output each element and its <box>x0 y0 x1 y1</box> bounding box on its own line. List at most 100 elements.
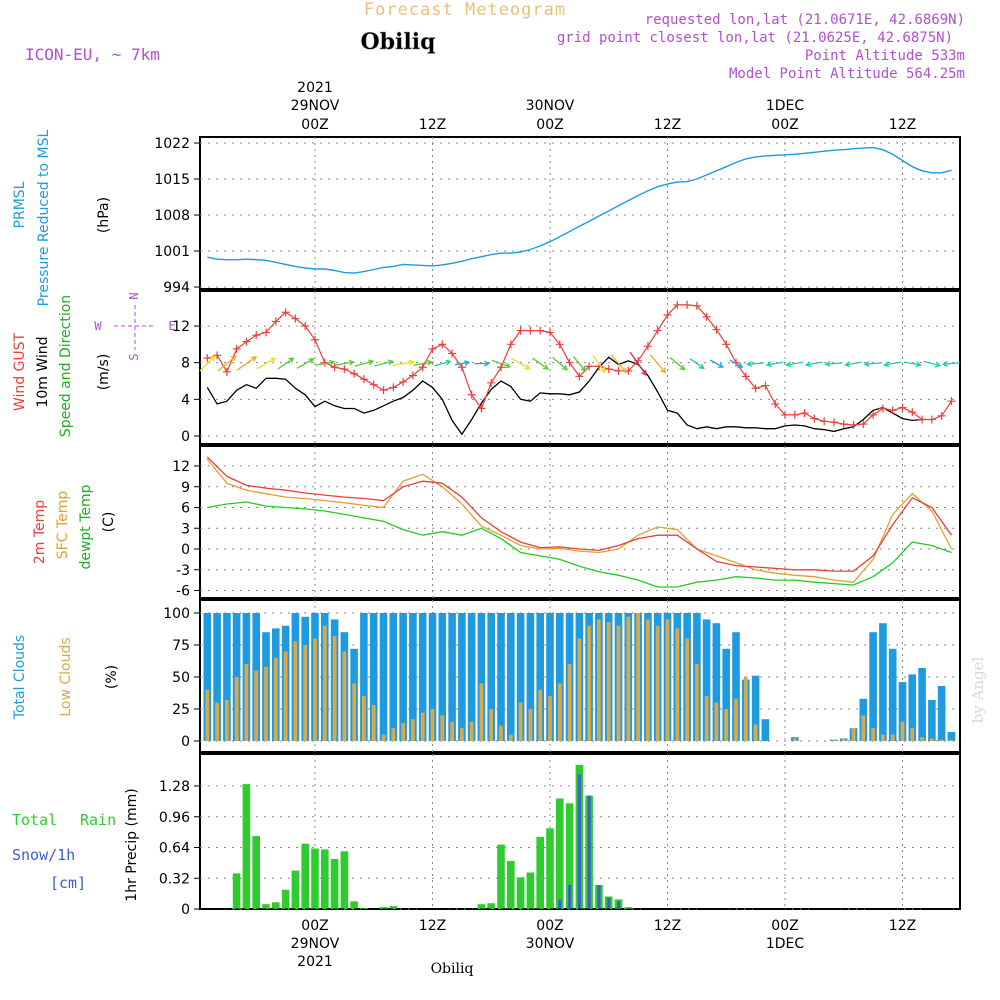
rain-bar <box>565 803 574 909</box>
header: Forecast Meteogram Obiliq ICON-EU, ~ 7km… <box>25 0 987 977</box>
clouds-ytick-label: 50 <box>172 670 190 686</box>
gust-marker <box>908 408 917 417</box>
label-sfc-temp: SFC Temp <box>55 491 71 560</box>
label-snow: Snow/1h <box>12 846 75 864</box>
clouds-frame <box>199 599 961 753</box>
wind-arrow <box>454 360 471 367</box>
time-tick-bottom: 12Z <box>419 918 446 934</box>
total-cloud-bar <box>497 613 505 741</box>
gust-marker <box>242 337 251 346</box>
low-cloud-bar <box>322 625 327 741</box>
gust-marker <box>203 354 212 363</box>
gust-marker <box>829 418 838 427</box>
gust-marker <box>790 410 799 419</box>
wind-panel: 0 4 8 12 <box>172 291 961 445</box>
low-cloud-bar <box>587 625 592 741</box>
date-label-bottom: 29NOV <box>291 936 340 952</box>
rain-bar <box>281 889 290 909</box>
compass-s: S <box>127 353 141 360</box>
temperature-frame <box>199 445 961 599</box>
location-title: Obiliq <box>360 29 435 55</box>
gust-marker <box>692 301 701 310</box>
wind-arrow <box>746 360 764 367</box>
wind-arrow <box>592 354 606 374</box>
total-cloud-bar <box>507 613 515 741</box>
gust-marker <box>663 311 672 319</box>
gust-marker <box>839 420 848 429</box>
gust-marker <box>869 410 878 419</box>
gust-marker <box>555 340 564 349</box>
gust-marker <box>262 328 271 337</box>
total-cloud-bar <box>869 632 877 741</box>
total-cloud-bar <box>908 674 917 741</box>
label-speed-direction: Speed and Direction <box>58 295 74 437</box>
low-cloud-bar <box>695 664 699 741</box>
total-cloud-bar <box>448 613 456 741</box>
wind-arrow <box>629 351 647 377</box>
wind-arrow <box>334 359 355 366</box>
rain-bar <box>379 907 388 909</box>
low-cloud-bar <box>244 664 249 741</box>
gust-marker <box>477 404 486 413</box>
label-hpa: (hPa) <box>96 197 112 233</box>
snow-bar <box>587 795 591 909</box>
wind-arrow <box>863 360 882 367</box>
label-dewpt-temp: dewpt Temp <box>78 484 94 569</box>
total-cloud-bar <box>213 613 221 741</box>
low-cloud-bar <box>753 724 758 741</box>
low-cloud-bar <box>597 619 601 741</box>
gust-marker <box>291 314 300 323</box>
snow-bar <box>558 899 562 909</box>
total-cloud-bar <box>399 613 407 741</box>
gust-marker <box>536 326 545 335</box>
gust-marker <box>575 372 584 381</box>
precip-ytick-label: 0.64 <box>159 841 190 857</box>
gust-marker <box>457 363 466 372</box>
time-tick-bottom: 00Z <box>301 918 328 934</box>
low-cloud-bar <box>273 657 278 741</box>
gust-marker <box>673 300 682 309</box>
wind-arrow <box>354 359 375 367</box>
precip-panel: 0 0.32 0.64 0.96 1.28 <box>159 753 961 918</box>
gust-marker <box>800 409 809 418</box>
compass-w: W <box>94 319 102 333</box>
credit: by Angel <box>969 656 987 723</box>
total-cloud-bar <box>458 613 466 741</box>
low-cloud-bar <box>910 728 915 741</box>
gust-marker <box>918 415 927 424</box>
gust-marker <box>438 340 447 349</box>
low-cloud-bar <box>714 702 719 741</box>
date-label-top: 1DEC <box>766 98 805 114</box>
gust-marker <box>213 351 222 360</box>
low-cloud-bar <box>342 651 347 741</box>
label-2m-temp: 2m Temp <box>32 500 48 564</box>
pressure-ytick-label: 1015 <box>154 172 190 188</box>
total-cloud-bar <box>477 613 486 741</box>
gust-marker <box>497 363 506 372</box>
wind-arrow <box>277 357 295 370</box>
point-altitude: Point Altitude 533m <box>805 48 965 64</box>
gust-marker <box>771 399 780 408</box>
time-tick-top: 12Z <box>889 117 916 133</box>
low-cloud-bar <box>724 709 729 741</box>
snow-bar <box>577 774 581 909</box>
gust-marker <box>271 317 280 326</box>
footer-location: Obiliq <box>431 961 474 977</box>
total-cloud-bar <box>732 632 740 741</box>
gust-marker <box>526 326 535 335</box>
gust-marker <box>369 380 378 389</box>
gust-marker <box>232 344 241 353</box>
rain-bar <box>311 848 319 909</box>
rain-bar <box>624 907 633 909</box>
low-cloud-bar <box>234 677 239 741</box>
wind-arrow <box>236 356 258 371</box>
gust-marker <box>487 378 496 387</box>
low-cloud-bar <box>489 709 494 741</box>
wind-ytick-label: 8 <box>181 356 190 372</box>
total-cloud-bar <box>898 682 907 741</box>
low-cloud-bar <box>283 651 288 741</box>
low-cloud-bar <box>646 619 650 741</box>
gust-marker <box>702 312 711 321</box>
low-cloud-bar <box>636 613 640 741</box>
